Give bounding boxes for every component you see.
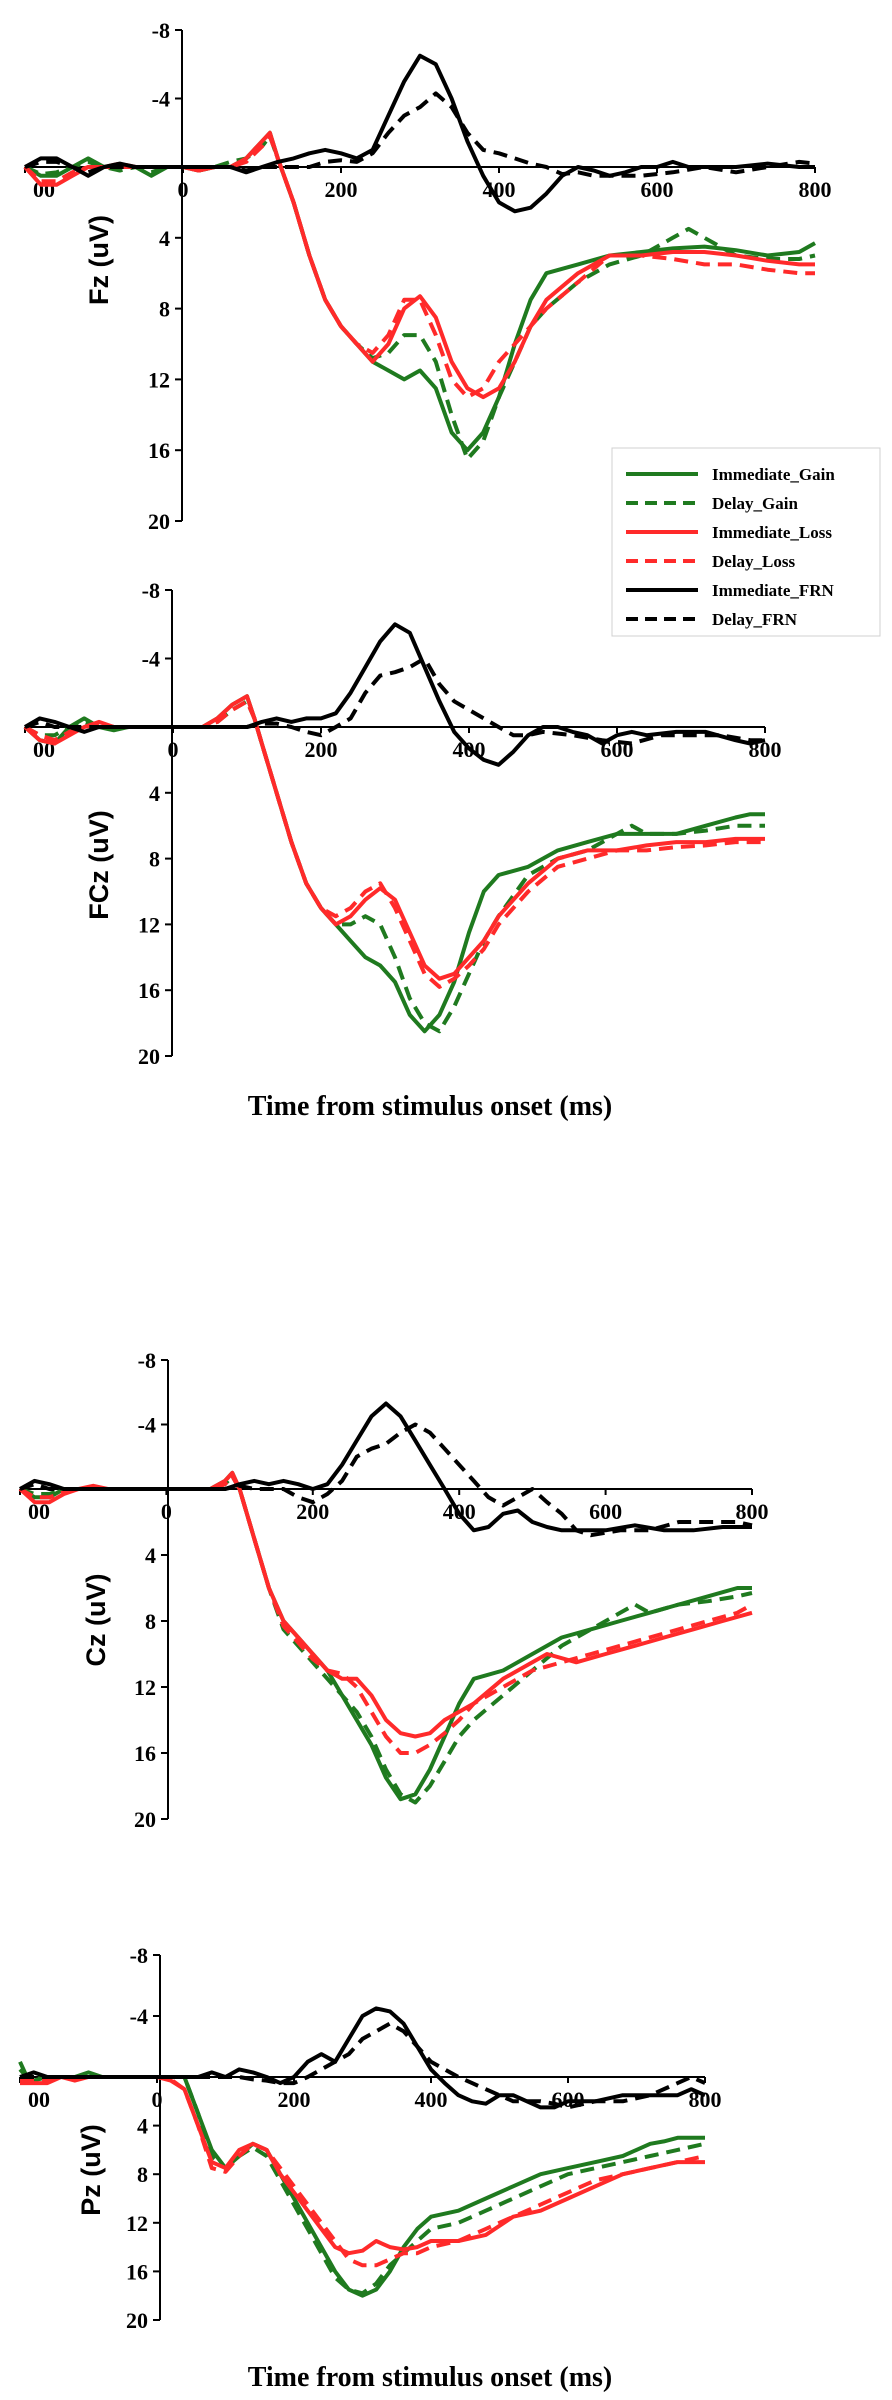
legend-label: Delay_Gain bbox=[712, 494, 798, 513]
series-line-delay-frn bbox=[19, 1422, 753, 1538]
series-line-delay-loss bbox=[23, 134, 815, 400]
x-tick-label: 800 bbox=[736, 1499, 769, 1524]
y-axis-label: FCz (uV) bbox=[84, 810, 114, 919]
x-tick-label: 00 bbox=[28, 1499, 50, 1524]
series-line-immediate-frn bbox=[24, 53, 815, 214]
x-tick-label: 200 bbox=[278, 2087, 311, 2112]
legend-label: Immediate_Gain bbox=[712, 465, 835, 484]
y-tick-label: 12 bbox=[134, 1675, 156, 1700]
y-tick-label: 8 bbox=[145, 1609, 156, 1634]
y-tick-label: -8 bbox=[130, 1943, 148, 1968]
y-tick-label: 12 bbox=[138, 912, 160, 937]
legend-label: Immediate_Loss bbox=[712, 523, 832, 542]
series-line-delay-loss bbox=[20, 2075, 706, 2268]
y-tick-label: 16 bbox=[134, 1741, 156, 1766]
x-tick-label: 0 bbox=[161, 1499, 172, 1524]
y-tick-label: 20 bbox=[134, 1807, 156, 1832]
y-tick-label: -4 bbox=[142, 647, 160, 672]
series-line-delay-gain bbox=[18, 2068, 706, 2296]
y-tick-label: -8 bbox=[152, 18, 170, 43]
series-line-delay-gain bbox=[19, 1474, 753, 1805]
series-line-immediate-gain bbox=[24, 130, 816, 453]
x-tick-label: 800 bbox=[799, 177, 832, 202]
legend-box bbox=[611, 447, 881, 637]
x-tick-label: 200 bbox=[325, 177, 358, 202]
y-tick-label: 8 bbox=[159, 297, 170, 322]
series-line-delay-frn bbox=[24, 656, 765, 746]
series-line-immediate-gain bbox=[23, 694, 765, 1034]
series-line-immediate-loss bbox=[18, 1470, 753, 1739]
series-line-immediate-frn bbox=[19, 2006, 706, 2110]
legend-label: Delay_FRN bbox=[712, 610, 798, 629]
x-axis-label-top: Time from stimulus onset (ms) bbox=[248, 1091, 613, 1122]
y-tick-label: 8 bbox=[137, 2162, 148, 2187]
y-tick-label: -8 bbox=[138, 1348, 156, 1373]
y-axis-label: Pz (uV) bbox=[76, 2124, 106, 2216]
y-tick-label: 16 bbox=[138, 978, 160, 1003]
series-line-immediate-gain bbox=[19, 1470, 752, 1802]
y-tick-label: 20 bbox=[126, 2308, 148, 2333]
y-tick-label: 12 bbox=[148, 367, 170, 392]
y-tick-label: 4 bbox=[149, 781, 160, 806]
legend-label: Immediate_FRN bbox=[712, 581, 835, 600]
y-tick-label: -4 bbox=[138, 1413, 156, 1438]
series-line-immediate-frn bbox=[23, 622, 766, 767]
series-line-delay-loss bbox=[19, 1474, 753, 1755]
y-tick-label: 12 bbox=[126, 2211, 148, 2236]
x-tick-label: 600 bbox=[589, 1499, 622, 1524]
series-line-immediate-frn bbox=[19, 1401, 752, 1533]
x-tick-label: 200 bbox=[305, 737, 338, 762]
y-tick-label: 4 bbox=[159, 226, 170, 251]
series-line-delay-frn bbox=[20, 2021, 706, 2110]
x-tick-label: 0 bbox=[152, 2087, 163, 2112]
legend: Immediate_Gain Delay_Gain Immediate_Loss De… bbox=[611, 447, 881, 637]
y-tick-label: -4 bbox=[152, 87, 170, 112]
x-tick-label: 0 bbox=[168, 737, 179, 762]
y-tick-label: 20 bbox=[138, 1044, 160, 1069]
x-tick-label: 00 bbox=[28, 2087, 50, 2112]
y-tick-label: 20 bbox=[148, 509, 170, 534]
y-tick-label: 16 bbox=[148, 438, 170, 463]
x-tick-label: 400 bbox=[415, 2087, 448, 2112]
x-tick-label: 0 bbox=[178, 177, 189, 202]
y-tick-label: 4 bbox=[137, 2114, 148, 2139]
y-tick-label: 16 bbox=[126, 2259, 148, 2284]
y-tick-label: 8 bbox=[149, 847, 160, 872]
series-line-delay-frn bbox=[24, 91, 816, 178]
series-line-immediate-loss bbox=[23, 694, 765, 981]
y-tick-label: -8 bbox=[142, 578, 160, 603]
y-tick-label: -4 bbox=[130, 2004, 148, 2029]
x-axis-label-bottom: Time from stimulus onset (ms) bbox=[248, 2362, 613, 2393]
y-tick-label: 4 bbox=[145, 1543, 156, 1568]
y-axis-label: Fz (uV) bbox=[84, 215, 114, 305]
legend-label: Delay_Loss bbox=[712, 552, 796, 571]
x-tick-label: 600 bbox=[641, 177, 674, 202]
y-axis-label: Cz (uV) bbox=[81, 1574, 111, 1667]
